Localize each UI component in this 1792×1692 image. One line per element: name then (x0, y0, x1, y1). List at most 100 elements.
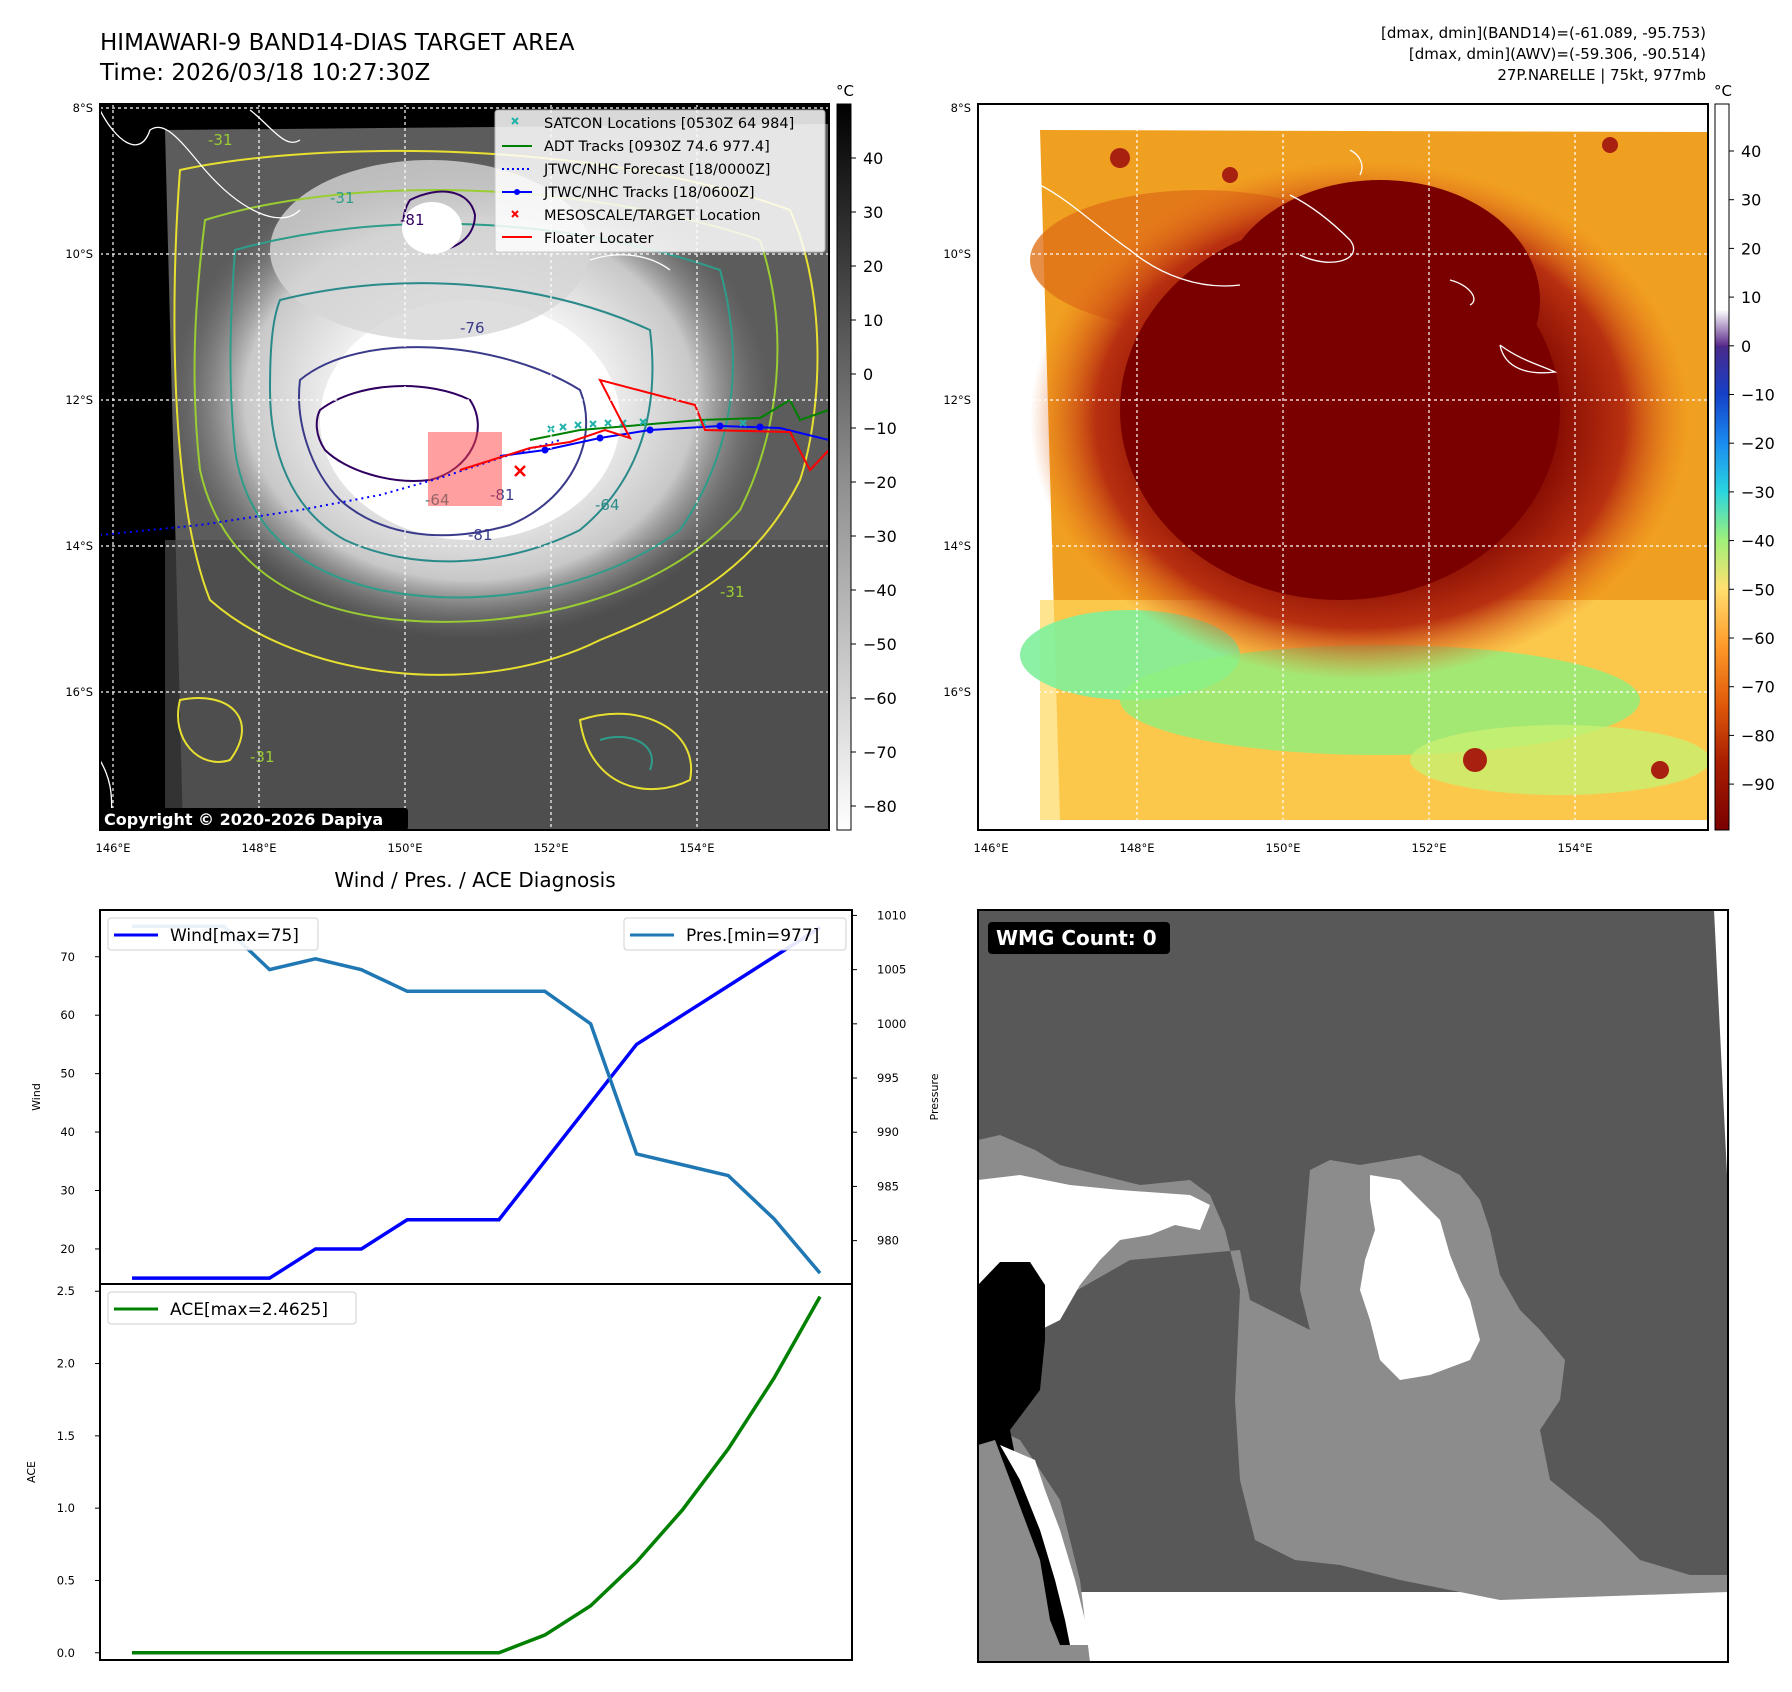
stats-band14: [dmax, dmin](BAND14)=(-61.089, -95.753) (1381, 24, 1706, 42)
colorbar-tick-label: 40 (863, 149, 883, 168)
dias-colorbar-unit: °C (1714, 82, 1732, 100)
pressure-tick-label: 1010 (877, 908, 906, 922)
wind-pressure-panel: Wind / Pres. / ACE Diagnosis Wind Pressu… (30, 868, 941, 1285)
colorbar-tick-label: −40 (1741, 532, 1775, 551)
wind-tick-label: 20 (60, 1242, 75, 1256)
ace-series-line (132, 1295, 822, 1655)
ir-colorbar (836, 103, 852, 831)
svg-text:12°S: 12°S (943, 393, 971, 407)
dias-map-lat-labels: 8°S 10°S 12°S 14°S 16°S (943, 101, 971, 699)
wind-legend-label: Wind[max=75] (170, 926, 299, 946)
ace-axis-label: ACE (25, 1461, 38, 1483)
contour-label: -64 (595, 496, 620, 514)
pressure-legend: Pres.[min=977] (623, 917, 847, 951)
colorbar-tick-label: 30 (1741, 191, 1761, 210)
svg-text:150°E: 150°E (1266, 841, 1301, 855)
contour-label: -76 (460, 319, 485, 337)
ace-legend-label: ACE[max=2.4625] (170, 1300, 328, 1320)
ace-tick-label: 0.5 (57, 1573, 75, 1587)
floater-locater (459, 378, 829, 472)
colorbar-tick-label: −40 (863, 581, 897, 600)
wmg-panel: WMG Count: 0 (977, 909, 1729, 1663)
svg-text:12°S: 12°S (65, 393, 93, 407)
adt-track (529, 398, 829, 441)
svg-text:148°E: 148°E (242, 841, 277, 855)
dias-colorbar-cold (1715, 346, 1729, 830)
colorbar-tick-label: −50 (1741, 580, 1775, 599)
legend-adt: ADT Tracks [0930Z 74.6 977.4] (544, 139, 770, 155)
ir-colorbar-unit: °C (836, 82, 854, 100)
ace-legend: ACE[max=2.4625] (107, 1291, 357, 1325)
wind-axis-label: Wind (30, 1083, 43, 1111)
svg-text:14°S: 14°S (943, 539, 971, 553)
coastline (100, 109, 301, 219)
svg-text:16°S: 16°S (943, 685, 971, 699)
svg-text:8°S: 8°S (951, 101, 971, 115)
svg-text:154°E: 154°E (680, 841, 715, 855)
colorbar-tick-label: −80 (1741, 726, 1775, 745)
legend-mesoscale: MESOSCALE/TARGET Location (544, 208, 761, 224)
svg-text:16°S: 16°S (65, 685, 93, 699)
contour-label: -81 (468, 526, 493, 544)
pressure-tick-label: 1000 (877, 1017, 906, 1031)
ace-tick-label: 1.0 (57, 1501, 75, 1515)
legend-jtwc-tracks: JTWC/NHC Tracks [18/0600Z] (543, 185, 755, 201)
svg-text:146°E: 146°E (974, 841, 1009, 855)
ace-line (132, 1295, 822, 1655)
ir-map-lon-labels: 146°E 148°E 150°E 152°E 154°E (96, 841, 715, 855)
figure-title: HIMAWARI-9 BAND14-DIAS TARGET AREA (100, 30, 575, 56)
colorbar-tick-label: 40 (1741, 142, 1761, 161)
colorbar-tick-label: −30 (863, 527, 897, 546)
legend-jtwc-forecast: JTWC/NHC Forecast [18/0000Z] (543, 162, 770, 178)
ace-panel: ACE 0.0 0.5 1.0 1.5 2.0 2.5 ACE[max=2.4625] (25, 1283, 853, 1661)
dias-map-lon-labels: 146°E 148°E 150°E 152°E 154°E (974, 841, 1593, 855)
contour-label: -31 (330, 189, 355, 207)
contour-label: -31 (208, 131, 233, 149)
wind-tick-label: 40 (60, 1125, 75, 1139)
dias-coastline (1039, 184, 1241, 287)
svg-text:146°E: 146°E (96, 841, 131, 855)
contour-label: -81 (400, 211, 425, 229)
pressure-tick-label: 990 (877, 1125, 899, 1139)
ir-map-panel: -31 -31 -31 -31 -64 -64 -76 -81 -81 -81 (65, 82, 896, 855)
wind-tick-label: 60 (60, 1008, 75, 1022)
wind-tick-label: 50 (60, 1067, 75, 1081)
mesoscale-target-marker (514, 465, 526, 477)
ace-tick-label: 2.5 (57, 1284, 75, 1298)
svg-text:10°S: 10°S (65, 247, 93, 261)
colorbar-tick-label: −10 (863, 419, 897, 438)
wmg-count-label: WMG Count: 0 (996, 926, 1157, 950)
colorbar-tick-label: −20 (1741, 434, 1775, 453)
colorbar-tick-label: 30 (863, 203, 883, 222)
wind-axis-ticks: 20 30 40 50 60 70 (60, 950, 100, 1256)
pressure-legend-label: Pres.[min=977] (686, 926, 819, 946)
colorbar-tick-label: −70 (1741, 678, 1775, 697)
colorbar-tick-label: −20 (863, 473, 897, 492)
svg-text:154°E: 154°E (1558, 841, 1593, 855)
wind-tick-label: 30 (60, 1184, 75, 1198)
contour-label: -31 (250, 748, 275, 766)
dias-colorbar-warm (1715, 104, 1729, 346)
colorbar-tick-label: 0 (1741, 337, 1751, 356)
wind-tick-label: 70 (60, 950, 75, 964)
copyright-text: Copyright © 2020-2026 Dapiya (104, 810, 383, 829)
wmg-count-badge (988, 922, 1170, 954)
svg-text:8°S: 8°S (73, 101, 93, 115)
figure-time: Time: 2026/03/18 10:27:30Z (99, 60, 430, 86)
colorbar-tick-label: −50 (863, 635, 897, 654)
ir-map-lat-labels: 8°S 10°S 12°S 14°S 16°S (65, 101, 93, 699)
ace-tick-label: 2.0 (57, 1357, 75, 1371)
storm-info: 27P.NARELLE | 75kt, 977mb (1497, 66, 1706, 84)
pressure-tick-label: 980 (877, 1234, 899, 1248)
legend-floater: Floater Locater (544, 231, 653, 247)
ir-colorbar-ticks: 40 30 20 10 0 −10 −20 −30 −40 −50 −60 −70 −80 (851, 149, 897, 816)
pressure-tick-label: 985 (877, 1179, 899, 1193)
colorbar-tick-label: −30 (1741, 483, 1775, 502)
svg-text:148°E: 148°E (1120, 841, 1155, 855)
ace-tick-label: 0.0 (57, 1646, 75, 1660)
svg-text:152°E: 152°E (1412, 841, 1447, 855)
colorbar-tick-label: 20 (863, 257, 883, 276)
colorbar-tick-label: 20 (1741, 239, 1761, 258)
wind-series-line (132, 926, 821, 1280)
